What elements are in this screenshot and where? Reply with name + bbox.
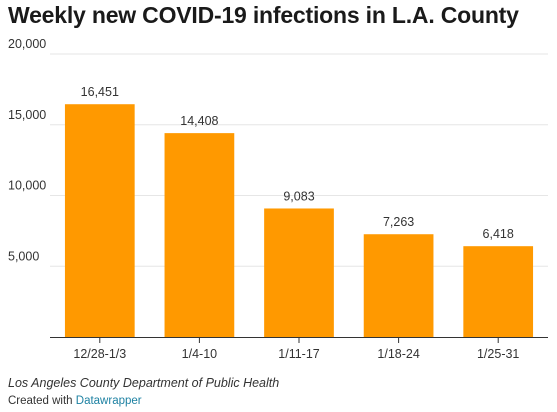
y-axis-ticks: 5,000 10,000 15,000 20,000 <box>8 37 46 263</box>
y-tick-label: 20,000 <box>8 37 46 51</box>
credit-note: Created with Datawrapper <box>8 395 142 407</box>
x-tick-label: 1/25-31 <box>477 347 519 361</box>
y-tick-label: 15,000 <box>8 108 46 122</box>
x-tick-label: 12/28-1/3 <box>73 347 126 361</box>
y-tick-label: 5,000 <box>8 249 39 263</box>
bar <box>463 246 534 337</box>
bar-chart: 5,000 10,000 15,000 20,000 16,451 14,408 9,08… <box>8 37 548 361</box>
x-tick-label: 1/11-17 <box>278 347 320 361</box>
bar <box>164 133 235 337</box>
bar <box>64 104 135 337</box>
chart-title: Weekly new COVID-19 infections in L.A. C… <box>8 2 519 28</box>
bar <box>363 234 434 337</box>
data-label: 16,451 <box>81 85 119 99</box>
data-label: 14,408 <box>180 114 218 128</box>
credit-prefix: Created with <box>8 395 76 407</box>
data-labels: 16,451 14,408 9,083 7,263 6,418 <box>81 85 514 241</box>
x-axis-ticks: 12/28-1/3 1/4-10 1/11-17 1/18-24 1/25-31 <box>73 338 519 361</box>
x-tick-label: 1/4-10 <box>182 347 217 361</box>
data-label: 7,263 <box>383 215 414 229</box>
source-note: Los Angeles County Department of Public … <box>8 376 280 390</box>
x-tick-label: 1/18-24 <box>377 347 419 361</box>
bar <box>264 208 334 337</box>
data-label: 9,083 <box>283 189 314 203</box>
bars <box>64 104 534 337</box>
y-tick-label: 10,000 <box>8 179 46 193</box>
datawrapper-link[interactable]: Datawrapper <box>75 395 142 407</box>
data-label: 6,418 <box>483 227 514 241</box>
